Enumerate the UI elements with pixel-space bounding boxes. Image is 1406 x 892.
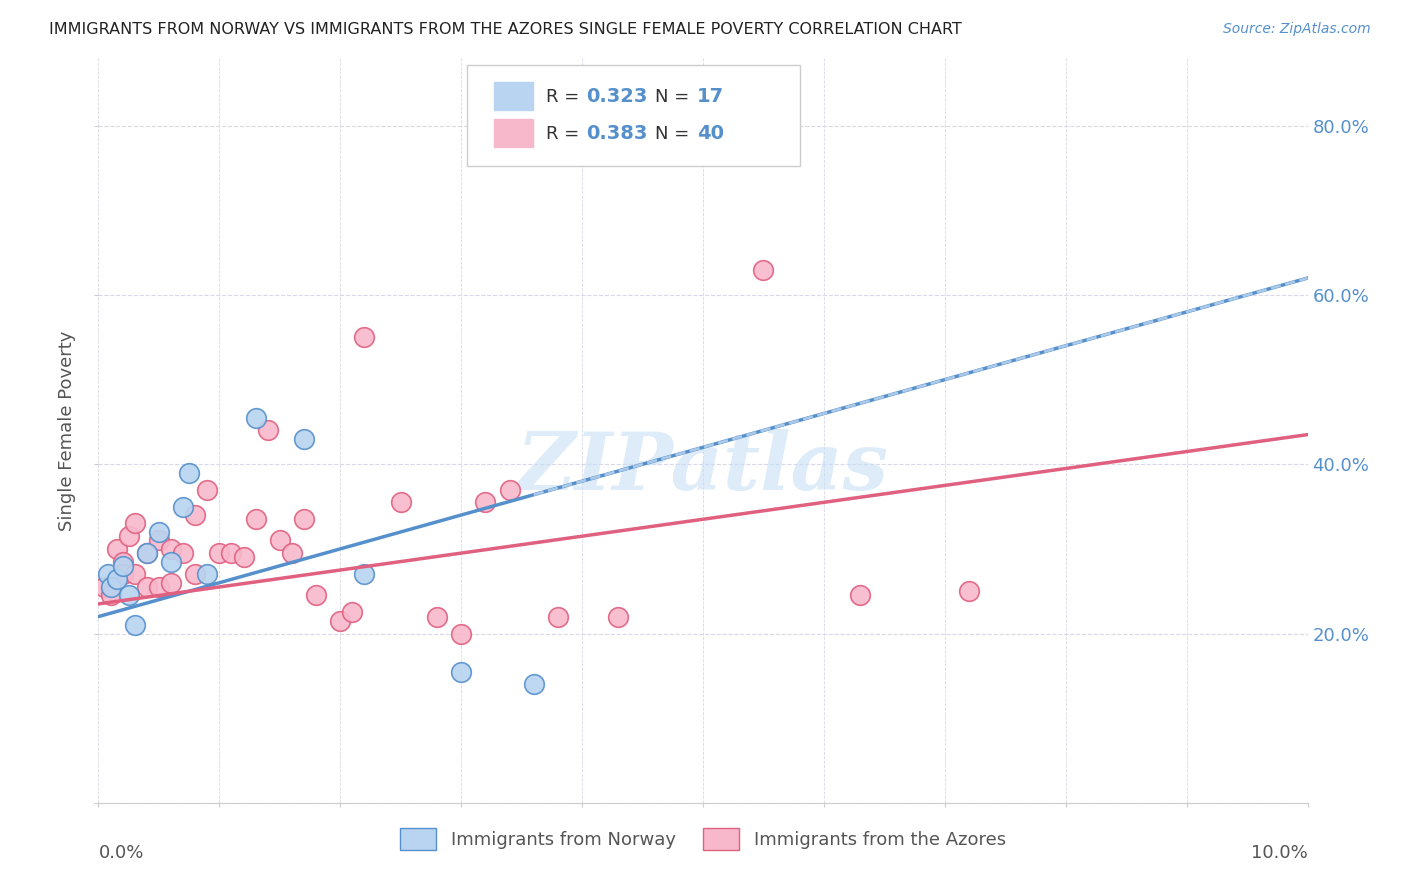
- Text: 0.383: 0.383: [586, 125, 647, 144]
- Point: [292, 432, 315, 446]
- Point: [474, 495, 496, 509]
- Point: [93, 580, 115, 594]
- Point: [245, 410, 267, 425]
- Point: [450, 665, 472, 679]
- Point: [124, 567, 146, 582]
- Point: [195, 483, 218, 497]
- Point: [353, 330, 375, 344]
- Point: [752, 262, 775, 277]
- Point: [148, 580, 170, 594]
- Point: [195, 567, 218, 582]
- Text: N =: N =: [655, 125, 695, 143]
- Text: 10.0%: 10.0%: [1251, 844, 1308, 862]
- Point: [135, 546, 157, 560]
- Point: [111, 567, 134, 582]
- Point: [256, 423, 278, 437]
- Text: R =: R =: [546, 125, 585, 143]
- Point: [100, 580, 122, 594]
- Point: [305, 589, 328, 603]
- Point: [148, 524, 170, 539]
- Legend: Immigrants from Norway, Immigrants from the Azores: Immigrants from Norway, Immigrants from …: [394, 821, 1012, 857]
- Point: [389, 495, 412, 509]
- Point: [523, 677, 546, 691]
- Point: [221, 546, 243, 560]
- Point: [160, 555, 183, 569]
- Point: [245, 512, 267, 526]
- Text: ZIPatlas: ZIPatlas: [517, 429, 889, 507]
- Bar: [494, 82, 533, 110]
- Point: [172, 546, 194, 560]
- Point: [118, 529, 141, 543]
- Point: [353, 567, 375, 582]
- Point: [172, 500, 194, 514]
- Text: 0.0%: 0.0%: [98, 844, 143, 862]
- Point: [118, 589, 141, 603]
- Text: R =: R =: [546, 87, 585, 106]
- FancyBboxPatch shape: [467, 65, 800, 166]
- Point: [160, 541, 183, 556]
- Point: [160, 575, 183, 590]
- Point: [148, 533, 170, 548]
- Text: 0.323: 0.323: [586, 87, 647, 106]
- Point: [849, 589, 872, 603]
- Point: [292, 512, 315, 526]
- Y-axis label: Single Female Poverty: Single Female Poverty: [58, 330, 76, 531]
- Point: [135, 546, 157, 560]
- Point: [269, 533, 291, 548]
- Point: [498, 483, 520, 497]
- Point: [208, 546, 231, 560]
- Point: [426, 609, 449, 624]
- Point: [450, 626, 472, 640]
- Point: [281, 546, 304, 560]
- Point: [342, 606, 364, 620]
- Point: [105, 541, 128, 556]
- Point: [184, 508, 207, 522]
- Text: IMMIGRANTS FROM NORWAY VS IMMIGRANTS FROM THE AZORES SINGLE FEMALE POVERTY CORRE: IMMIGRANTS FROM NORWAY VS IMMIGRANTS FRO…: [49, 22, 962, 37]
- Point: [329, 614, 352, 628]
- Point: [184, 567, 207, 582]
- Point: [111, 558, 134, 573]
- Text: 40: 40: [697, 125, 724, 144]
- Point: [957, 584, 980, 599]
- Point: [100, 589, 122, 603]
- Text: Source: ZipAtlas.com: Source: ZipAtlas.com: [1223, 22, 1371, 37]
- Point: [124, 516, 146, 531]
- Point: [547, 609, 569, 624]
- Text: 17: 17: [697, 87, 724, 106]
- Text: N =: N =: [655, 87, 695, 106]
- Bar: [494, 119, 533, 147]
- Point: [105, 572, 128, 586]
- Point: [135, 580, 157, 594]
- Point: [111, 555, 134, 569]
- Point: [124, 618, 146, 632]
- Point: [232, 550, 254, 565]
- Point: [97, 567, 120, 582]
- Point: [179, 466, 201, 480]
- Point: [607, 609, 630, 624]
